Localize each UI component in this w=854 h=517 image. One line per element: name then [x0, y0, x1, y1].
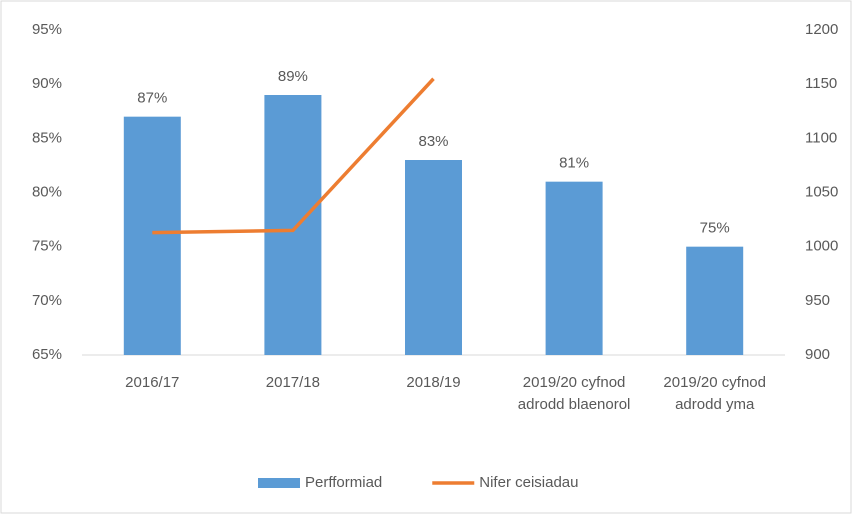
x-tick-label: 2017/18: [265, 374, 320, 391]
x-tick-label: 2019/20 cyfnod adrodd yma: [663, 374, 766, 413]
y-tick-label: 80%: [32, 183, 62, 200]
y-tick-label: 75%: [32, 238, 62, 255]
bar: [264, 95, 322, 355]
data-label: 83%: [418, 133, 448, 150]
y2-tick-label: 1150: [805, 75, 837, 92]
data-label: 89%: [278, 68, 308, 85]
data-label: 75%: [700, 220, 730, 237]
legend-label: Nifer ceisiadau: [479, 474, 578, 491]
y2-tick-label: 1000: [805, 238, 838, 255]
y-tick-label: 65%: [32, 346, 62, 363]
line: [152, 77, 435, 235]
bar: [545, 181, 603, 355]
y-tick-label: 85%: [32, 129, 62, 146]
x-tick-label: 2019/20 cyfnod adrodd blaenorol: [517, 374, 631, 413]
y-tick-label: 95%: [32, 21, 62, 38]
y2-tick-label: 1200: [805, 21, 838, 38]
data-label: 81%: [559, 155, 589, 172]
y2-tick-label: 1050: [805, 183, 838, 200]
y2-tick-label: 900: [805, 346, 830, 363]
data-label: 87%: [137, 90, 167, 107]
legend-swatch: [258, 478, 300, 488]
y-tick-label: 70%: [32, 292, 62, 309]
x-tick-label: 2018/19: [406, 374, 461, 391]
x-tick-label: 2016/17: [125, 374, 180, 391]
bar: [123, 116, 181, 356]
y-tick-label: 90%: [32, 75, 62, 92]
y2-tick-label: 950: [805, 292, 830, 309]
y2-tick-label: 1100: [805, 129, 837, 146]
bar: [405, 160, 462, 355]
bar: [686, 246, 744, 355]
legend-label: Perfformiad: [305, 474, 382, 491]
